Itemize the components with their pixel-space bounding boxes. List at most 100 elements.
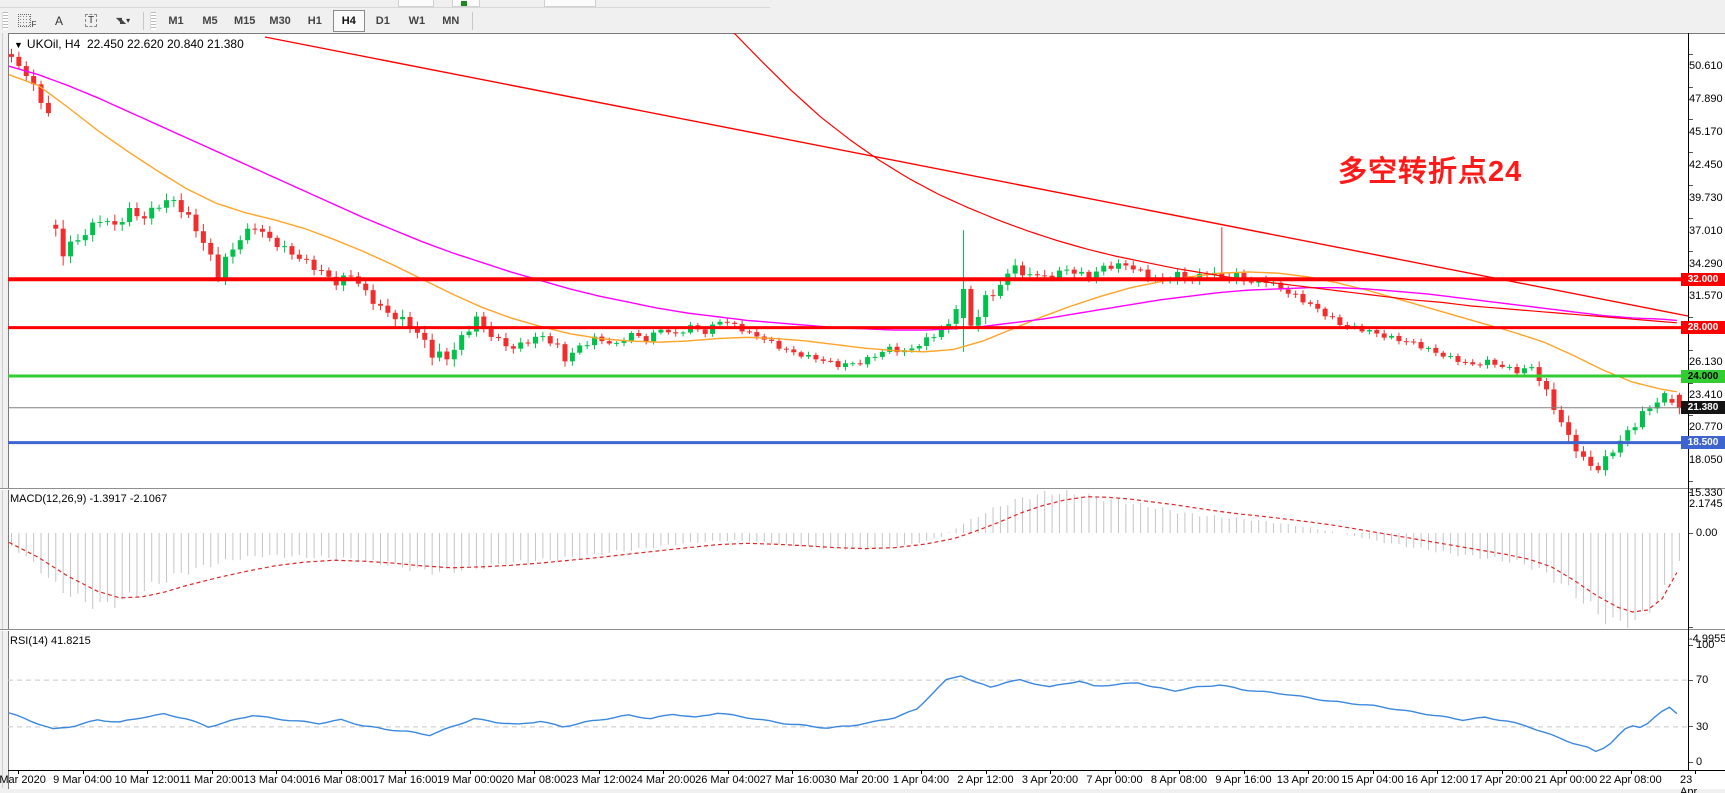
candle-body: [510, 346, 516, 349]
candle-body: [643, 336, 649, 342]
candle-body: [171, 200, 177, 202]
candle-body: [931, 337, 937, 339]
candle-body: [82, 235, 88, 241]
text-label-button[interactable]: A: [44, 10, 74, 32]
candle-body: [1558, 409, 1564, 423]
candle-body: [532, 336, 538, 344]
candle-body: [1462, 361, 1468, 363]
candle-body: [1662, 393, 1668, 403]
timeframe-button-m30[interactable]: M30: [269, 14, 291, 27]
candle-body: [68, 241, 74, 257]
candle-body: [112, 221, 118, 225]
candle-body: [407, 316, 413, 329]
candle-body: [1049, 275, 1055, 279]
candle-body: [592, 336, 598, 346]
candle-body: [540, 336, 546, 338]
candle-body: [806, 354, 812, 357]
candle-body: [223, 256, 229, 279]
candle-body: [658, 329, 664, 333]
descending-trendline[interactable]: [264, 36, 1689, 317]
candle-body: [503, 338, 509, 347]
candle-body: [828, 360, 834, 362]
indicators-grid-button[interactable]: F: [12, 10, 42, 32]
candle-body: [451, 349, 457, 360]
macd-pane[interactable]: [8, 490, 1680, 634]
candle-body: [769, 339, 775, 341]
candle-body: [1595, 465, 1601, 471]
candle-body: [392, 312, 398, 320]
candle-body: [1610, 452, 1616, 457]
timeframe-button-m1[interactable]: M1: [168, 14, 184, 27]
timeframe-button-d1[interactable]: D1: [375, 14, 390, 27]
timeframe-button-h1[interactable]: H1: [307, 14, 322, 27]
candle-body: [872, 356, 878, 358]
text-a-icon: A: [54, 13, 63, 28]
candle-body: [887, 346, 893, 352]
candle-body: [289, 246, 295, 255]
candle-body: [916, 345, 922, 349]
candle-body: [983, 295, 989, 318]
toolbar-grip[interactable]: [150, 11, 156, 30]
candle-body: [488, 326, 494, 337]
candle-body: [968, 288, 974, 326]
candle-body: [1034, 274, 1040, 276]
candle-body: [1676, 394, 1682, 408]
candle-body: [1027, 274, 1033, 276]
candle-body: [1603, 456, 1609, 471]
candle-body: [326, 270, 332, 277]
timeframe-button-m15[interactable]: M15: [234, 14, 256, 27]
candle-body: [665, 329, 671, 333]
candle-body: [1278, 282, 1284, 290]
candle-body: [267, 231, 273, 238]
candle-body: [134, 208, 140, 217]
rsi-pane[interactable]: [8, 675, 1688, 753]
candle-body: [1248, 281, 1254, 283]
main-price-pane[interactable]: [8, 31, 1682, 476]
timeframe-button-w1[interactable]: W1: [408, 14, 426, 27]
candle-body: [370, 290, 376, 304]
candle-body: [606, 341, 612, 344]
candle-body: [318, 269, 324, 271]
candle-body: [378, 303, 383, 306]
candle-body: [1440, 352, 1446, 357]
candle-body: [9, 54, 14, 57]
timeframe-button-mn[interactable]: MN: [442, 14, 460, 27]
candle-body: [1064, 269, 1070, 271]
text-t-icon: T: [84, 14, 98, 27]
candle-body: [975, 317, 981, 326]
candle-body: [1344, 325, 1350, 327]
chart-window[interactable]: [8, 33, 1725, 789]
candle-body: [1514, 366, 1520, 374]
candle-body: [141, 216, 147, 219]
candle-body: [547, 336, 553, 344]
candle-body: [1625, 430, 1631, 441]
toolbar-grip[interactable]: [2, 11, 8, 30]
candle-body: [747, 331, 752, 333]
candle-body: [163, 200, 169, 208]
candle-body: [1123, 263, 1129, 266]
draw-tools-button[interactable]: ◥◣ ▾: [108, 10, 138, 32]
candle-body: [842, 363, 848, 368]
fragment-button: [398, 0, 434, 7]
candle-body: [1639, 411, 1645, 428]
candle-body: [1529, 367, 1535, 369]
timeframe-button-h4[interactable]: H4: [332, 9, 365, 32]
candle-body: [259, 228, 265, 232]
candle-body: [38, 84, 44, 103]
timeframe-button-m5[interactable]: M5: [202, 14, 218, 27]
candle-body: [1315, 303, 1321, 309]
text-box-button[interactable]: T: [76, 10, 106, 32]
candle-body: [1485, 359, 1490, 366]
candle-body: [1580, 451, 1586, 457]
fragment-button: [544, 0, 596, 7]
candle-body: [732, 322, 738, 324]
toolbar-separator: [143, 11, 144, 30]
candle-body: [1418, 342, 1424, 349]
candle-body: [481, 316, 487, 327]
candle-body: [1130, 265, 1136, 270]
toolbar-separator: [471, 11, 473, 30]
candle-body: [304, 258, 310, 260]
candle-body: [1411, 341, 1417, 343]
candle-body: [961, 288, 967, 318]
